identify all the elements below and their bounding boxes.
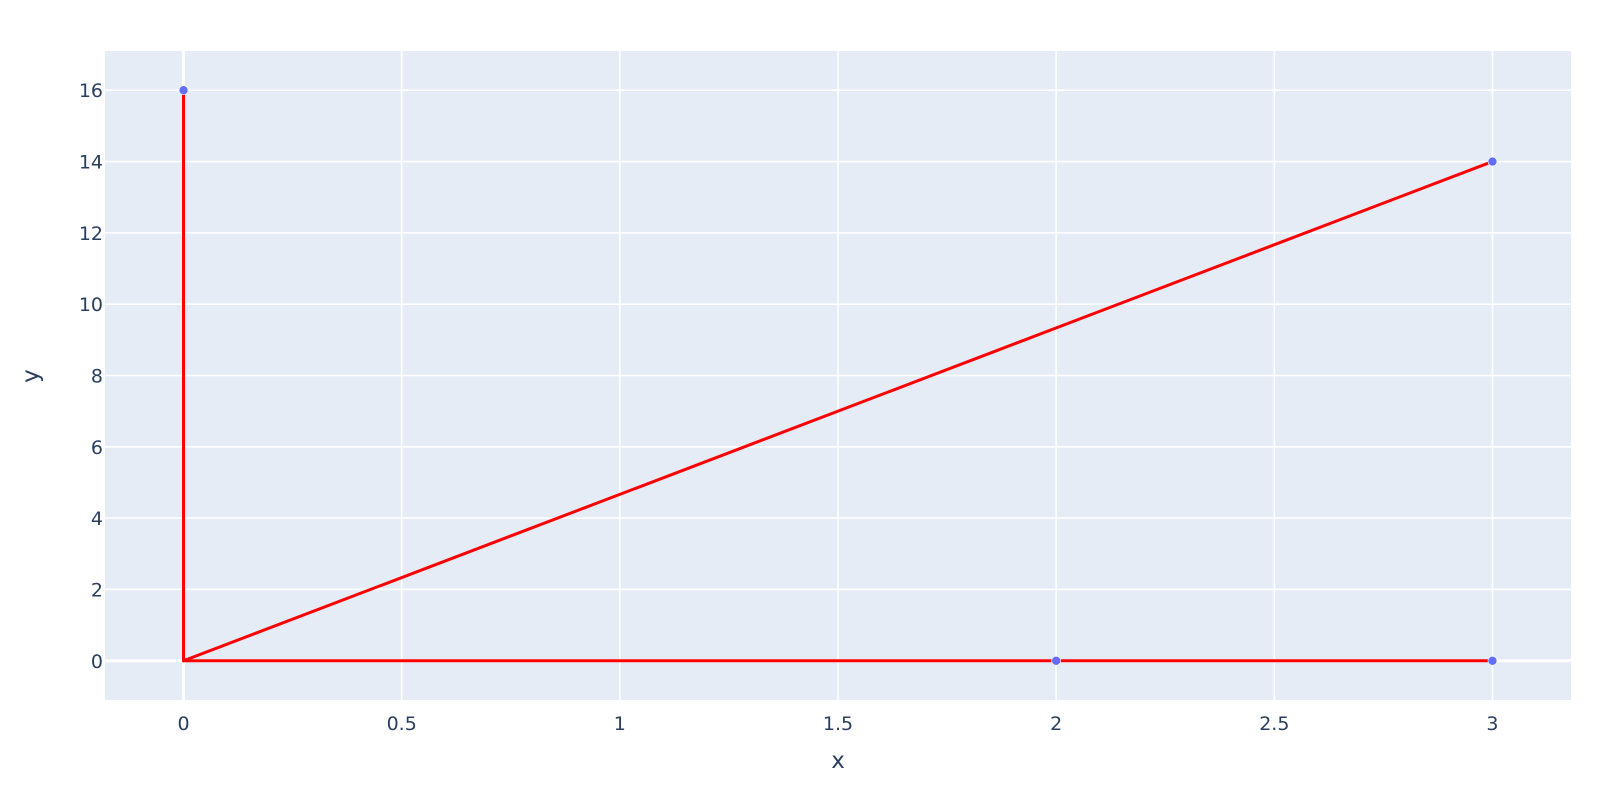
line-segments — [182, 88, 1494, 663]
data-point — [1487, 655, 1498, 666]
data-point — [1487, 156, 1498, 167]
line-segment — [182, 160, 1494, 663]
data-points — [178, 85, 1498, 666]
y-tick-label: 12 — [79, 223, 103, 245]
y-tick-label: 0 — [91, 651, 103, 673]
y-tick-label: 4 — [91, 508, 103, 530]
x-tick-label: 1.5 — [823, 713, 853, 735]
x-tick-label: 1 — [614, 713, 626, 735]
x-axis-title: x — [831, 748, 845, 774]
data-point — [178, 85, 189, 96]
y-tick-label: 8 — [91, 366, 103, 388]
y-tick-label: 2 — [91, 579, 103, 601]
y-axis-title: y — [18, 369, 44, 383]
x-axis-ticks: 0 0.5 1 1.5 2 2.5 3 — [177, 713, 1498, 735]
x-tick-label: 3 — [1486, 713, 1498, 735]
x-tick-label: 2 — [1050, 713, 1062, 735]
x-tick-label: 0 — [177, 713, 189, 735]
y-tick-label: 16 — [79, 80, 103, 102]
data-point — [1051, 655, 1061, 666]
y-tick-label: 14 — [79, 152, 103, 174]
y-tick-label: 6 — [91, 437, 103, 459]
x-tick-label: 0.5 — [387, 713, 417, 735]
x-tick-label: 2.5 — [1259, 713, 1289, 735]
grid-lines — [105, 51, 1571, 700]
y-axis-ticks: 0 2 4 6 8 10 12 14 16 — [79, 80, 103, 673]
y-tick-label: 10 — [79, 294, 103, 316]
